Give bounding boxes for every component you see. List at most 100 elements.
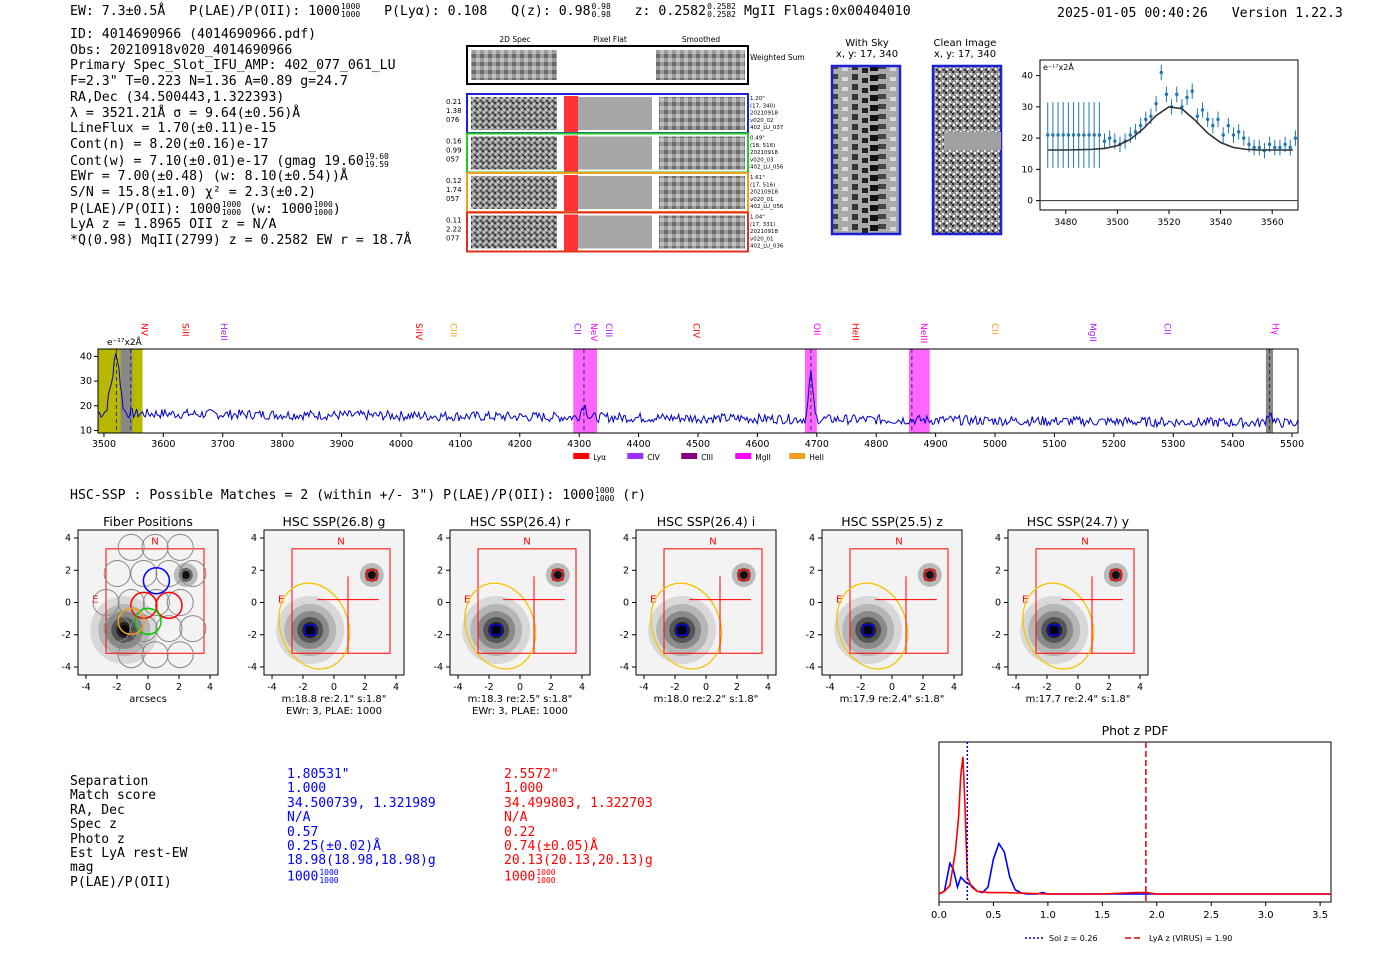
fiber-circle xyxy=(166,641,194,669)
zoom-ytick: 40 xyxy=(1022,72,1034,82)
hsc-ytick: 4 xyxy=(65,533,71,544)
info-lineflux: LineFlux = 1.70(±0.11)e-15 xyxy=(70,121,277,137)
zoom-point xyxy=(1267,142,1272,147)
full-xtick: 4600 xyxy=(745,439,769,450)
zoom-point xyxy=(1195,114,1200,118)
full-xtick: 4000 xyxy=(389,439,413,450)
hsc-ytick: -4 xyxy=(806,662,815,673)
hsc-region-box xyxy=(291,548,391,654)
hsc-region-box xyxy=(105,548,205,654)
hsc-n-label: N xyxy=(151,537,158,548)
info-id: ID: 4014690966 (4014690966.pdf) xyxy=(70,27,317,42)
hsc-match-box-1 xyxy=(304,624,316,636)
hsc-ytick: 0 xyxy=(65,598,71,609)
hsc-aperture-ellipse xyxy=(650,582,723,670)
hsc-ytick: 0 xyxy=(995,598,1001,609)
zoom-point xyxy=(1180,105,1184,109)
fiber-orange xyxy=(117,607,145,636)
col-title-2dspec: 2D Spec xyxy=(499,35,530,44)
zoom-point xyxy=(1082,133,1086,137)
header-ew: EW: 7.3±0.5Å xyxy=(70,4,166,19)
full-axes xyxy=(97,348,1299,434)
hsc-caption-2: EWr: 3, PLAE: 1000 xyxy=(286,706,382,717)
detection-info: ID: 4014690966 (4014690966.pdf) Obs: 202… xyxy=(70,27,411,249)
fiber-circle xyxy=(103,560,131,587)
zoom-point xyxy=(1159,70,1163,75)
hsc-match-box-1 xyxy=(1048,624,1060,636)
m1-estlya: 0.25(±0.02)Å xyxy=(287,839,381,855)
zoom-point xyxy=(1231,133,1236,137)
zoom-xtick: 3500 xyxy=(1106,218,1129,228)
hsc-ytick: 4 xyxy=(995,533,1001,544)
hsc-xtick: -4 xyxy=(825,682,834,693)
fiber-circle xyxy=(141,641,169,669)
photz-xtick: 1.5 xyxy=(1094,910,1110,921)
hsc-e-label: E xyxy=(650,595,656,606)
cutout-right-2-4: 402_LU_056 xyxy=(750,204,784,210)
zoom-point xyxy=(1200,108,1205,112)
info-best-z: *Q(0.98) MqII(2799) z = 0.2582 EW r = 18… xyxy=(70,233,412,249)
info-cont-n: Cont(n) = 8.20(±0.16)e-17 xyxy=(70,136,269,152)
hsc-match-box-2 xyxy=(552,569,564,581)
clean-image xyxy=(931,64,1003,236)
hsc-aperture-ellipse xyxy=(1022,582,1095,670)
cutout-redstrip-2 xyxy=(564,175,578,211)
full-xtick: 3700 xyxy=(211,439,235,450)
zoom-point xyxy=(1071,133,1076,137)
cutout-right-0-2: 20210918 xyxy=(750,111,778,117)
fiber-circle xyxy=(155,560,183,587)
hsc-xtick: 2 xyxy=(176,682,182,693)
label-photo-z: Photo z xyxy=(70,831,125,847)
full-xtick: 4700 xyxy=(805,439,829,450)
full-xtick: 5400 xyxy=(1221,439,1245,450)
hsc-ytick: -2 xyxy=(620,630,629,641)
zoom-point xyxy=(1046,133,1050,137)
full-xtick: 4200 xyxy=(508,439,532,450)
full-legend-swatch xyxy=(789,453,806,459)
full-ytick: 30 xyxy=(80,376,92,387)
hsc-xtick: -2 xyxy=(484,682,493,693)
hsc-n-label: N xyxy=(523,537,530,548)
fiber-circle xyxy=(166,589,194,616)
hsc-ytick: -2 xyxy=(806,630,815,641)
zoom-point xyxy=(1133,130,1138,134)
full-xtick: 3800 xyxy=(270,439,294,450)
weighted-sum-label: Weighted Sum xyxy=(750,53,805,62)
hsc-panel-1: HSC SSP(26.8) g N E -4 -4 -2 -2 0 0 2 2 4 4 m:18.8 re… xyxy=(248,514,405,717)
hsc-panels: Fiber Positions N E -4 -4 -2 -2 0 0 2 2 4 4 arcsecs HS… xyxy=(62,514,1149,717)
hsc-n-label: N xyxy=(709,537,716,548)
hsc-match-box-2 xyxy=(738,569,750,581)
zoom-point xyxy=(1216,117,1220,122)
cutout-pixelflat-0 xyxy=(578,97,652,130)
hsc-aperture-ellipse xyxy=(836,582,909,670)
header-qz-frac: 0.98 0.98 xyxy=(591,2,611,19)
hsc-region-box xyxy=(1035,548,1135,654)
zoom-xtick: 3560 xyxy=(1261,218,1284,228)
header-plae-frac: 1000 1000 xyxy=(340,2,361,19)
cutout-right-3-3: v020_01 xyxy=(750,236,774,242)
fiber-circle xyxy=(179,560,207,587)
hsc-e-label: E xyxy=(464,595,470,606)
fiber-blue xyxy=(142,567,171,595)
zoom-point xyxy=(1242,136,1246,140)
cutout-right-1-3: v020_03 xyxy=(750,157,774,163)
hsc-xtick: 2 xyxy=(362,682,368,693)
hsc-ytick: 2 xyxy=(437,565,443,576)
label-mag: mag xyxy=(70,860,94,876)
cutout-right-2-1: (17, 516) xyxy=(750,182,775,188)
cutout-right-1-4: 402_LU_056 xyxy=(750,165,784,171)
full-line-label: CIII xyxy=(603,323,613,337)
full-line-label: SiIV xyxy=(413,323,423,341)
cutout-pixelflat-3 xyxy=(578,215,652,249)
cutout-right-2-0: 1.61" xyxy=(750,175,765,181)
hsc-ytick: 4 xyxy=(251,533,257,544)
cutout-left-1-1: 0.99 xyxy=(446,147,462,155)
hsc-xtick: -2 xyxy=(112,682,121,693)
hsc-panel-3: HSC SSP(26.4) i N E -4 -4 -2 -2 0 0 2 2 4 4 m:18.0 re… xyxy=(620,514,777,705)
hsc-xtick: 2 xyxy=(548,682,554,693)
hsc-xtick: -4 xyxy=(267,682,276,693)
zoom-point xyxy=(1066,133,1071,137)
info-radec: RA,Dec (34.500443,1.322393) xyxy=(70,89,285,105)
full-legend-label: Lyα xyxy=(593,453,606,462)
full-line-label: NV xyxy=(138,323,148,337)
